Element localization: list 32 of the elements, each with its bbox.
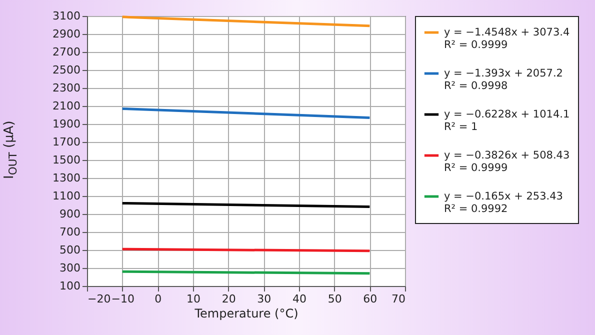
x-tick-label: 10 <box>186 292 200 306</box>
legend-label: y = −0.165x + 253.43 R² = 0.9992 <box>444 190 563 215</box>
y-tick-label: 500 <box>60 244 80 256</box>
y-tick-label: 2300 <box>52 82 80 94</box>
y-tick-label: 2100 <box>52 100 80 112</box>
x-tick-label: 60 <box>363 292 378 306</box>
y-tick-label: 1500 <box>52 154 80 166</box>
legend-label: y = −1.4548x + 3073.4 R² = 0.9999 <box>444 26 570 51</box>
y-tick-label: 2700 <box>52 46 80 58</box>
y-tick-label: 700 <box>60 226 80 238</box>
legend-label: y = −0.3826x + 508.43 R² = 0.9999 <box>444 150 570 174</box>
x-tick-label: 30 <box>257 292 272 306</box>
y-tick-label: 3100 <box>52 10 80 22</box>
y-tick-label: 1900 <box>52 118 80 130</box>
x-tick-label: 20 <box>222 292 236 306</box>
y-tick-label: 1100 <box>52 190 80 202</box>
x-tick-label: 70 <box>392 292 406 306</box>
y-tick-label: 1700 <box>52 136 80 148</box>
x-tick-label: −20 <box>88 292 111 306</box>
legend-label: y = −0.6228x + 1014.1 R² = 1 <box>444 108 570 133</box>
y-tick-label: 100 <box>60 280 80 292</box>
legend-label: y = −1.393x + 2057.2 R² = 0.9998 <box>444 68 563 92</box>
x-tick-label: −10 <box>111 292 134 306</box>
y-tick-label: 1300 <box>52 172 80 184</box>
x-tick-label: 0 <box>154 292 162 306</box>
x-axis-title: Temperature (°C) <box>194 306 298 320</box>
x-tick-label: 40 <box>292 292 306 306</box>
y-tick-label: 900 <box>60 208 80 220</box>
y-tick-label: 2500 <box>52 64 80 76</box>
y-tick-label: 2900 <box>52 28 80 40</box>
y-tick-label: 300 <box>60 262 80 274</box>
x-tick-label: 50 <box>328 292 342 306</box>
